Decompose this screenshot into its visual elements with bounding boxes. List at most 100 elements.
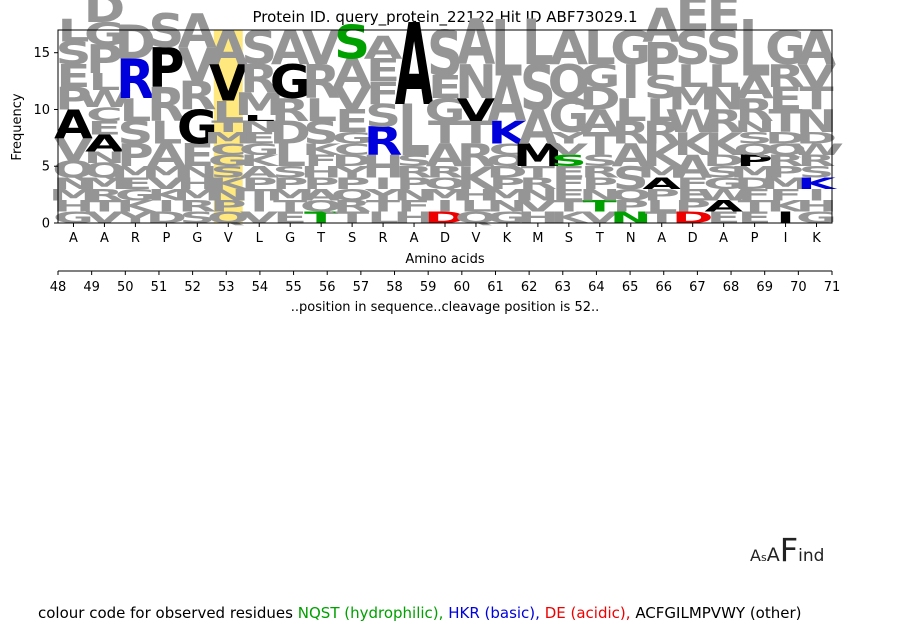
logo-letter: E bbox=[676, 0, 710, 42]
logo-letter: I bbox=[621, 56, 640, 110]
logo-letter: V bbox=[178, 39, 217, 93]
logo-letter: G bbox=[84, 16, 125, 53]
logo-letter: S bbox=[520, 53, 556, 125]
x-tick-label: D bbox=[440, 231, 450, 246]
logo-letter: E bbox=[335, 103, 369, 140]
logo-letter: A bbox=[426, 137, 465, 174]
x-tick-label: A bbox=[69, 231, 78, 246]
logo-letter: G bbox=[425, 92, 466, 129]
logo-letter: T bbox=[428, 114, 463, 151]
logo-letter: A bbox=[642, 175, 681, 193]
logo-letter: S bbox=[272, 163, 308, 181]
logo-letter: D bbox=[672, 209, 713, 227]
x-tick-label: A bbox=[657, 231, 666, 246]
logo-letter: S bbox=[644, 69, 680, 106]
logo-letter: L bbox=[150, 114, 182, 151]
logo-part-2: s bbox=[760, 551, 767, 564]
colour-code-legend: colour code for observed residues NQST (… bbox=[38, 604, 802, 622]
logo-letter: T bbox=[738, 197, 773, 215]
logo-letter: S bbox=[427, 19, 463, 91]
logo-letter: K bbox=[209, 175, 250, 193]
logo-letter: A bbox=[457, 8, 496, 80]
logo-letter: F bbox=[769, 186, 803, 204]
logo-letter: N bbox=[84, 149, 126, 167]
logo-letter: L bbox=[212, 95, 244, 128]
logo-letter: T bbox=[211, 118, 246, 136]
logo-letter: L bbox=[708, 58, 740, 95]
logo-letter: N bbox=[486, 197, 528, 215]
logo-letter: S bbox=[675, 22, 711, 76]
x-tick-label: A bbox=[410, 231, 419, 246]
logo-letter: A bbox=[550, 22, 589, 76]
x-tick-label: T bbox=[595, 231, 604, 246]
logo-letter: A bbox=[488, 65, 527, 137]
position-tick-label: 65 bbox=[622, 280, 639, 295]
y-tick-label: 15 bbox=[33, 46, 50, 61]
logo-letter: T bbox=[273, 197, 308, 215]
logo-letter: F bbox=[304, 152, 338, 170]
logo-letter: A bbox=[178, 5, 217, 59]
position-tick-label: 64 bbox=[588, 280, 605, 295]
logo-letter: P bbox=[148, 38, 185, 101]
logo-letter: W bbox=[696, 186, 751, 204]
logo-letter: R bbox=[395, 163, 433, 181]
logo-letter: A bbox=[302, 186, 341, 204]
logo-letter: G bbox=[765, 22, 806, 76]
logo-letter: G bbox=[239, 141, 280, 159]
logo-letter: V bbox=[54, 131, 93, 168]
x-tick-label: D bbox=[688, 231, 698, 246]
position-tick-label: 51 bbox=[151, 280, 168, 295]
logo-letter: V bbox=[457, 92, 496, 129]
logo-letter: F bbox=[676, 175, 710, 193]
logo-letter: A bbox=[209, 22, 248, 76]
logo-letter: S bbox=[551, 152, 587, 170]
logo-letter: H bbox=[53, 197, 95, 215]
logo-letter: R bbox=[426, 163, 464, 181]
logo-letter: L bbox=[89, 69, 121, 96]
logo-part-4: F bbox=[779, 531, 799, 569]
x-tick-label: T bbox=[316, 231, 325, 246]
logo-letter: E bbox=[242, 129, 276, 147]
logo-letter: P bbox=[643, 33, 680, 87]
logo-letter: Q bbox=[331, 186, 373, 204]
logo-letter: W bbox=[77, 86, 132, 113]
logo-letter: L bbox=[739, 4, 771, 94]
logo-letter: E bbox=[273, 209, 307, 227]
logo-letter: F bbox=[397, 197, 431, 215]
logo-letter: L bbox=[367, 209, 399, 227]
logo-letter: V bbox=[209, 54, 248, 112]
logo-letter: S bbox=[737, 129, 773, 147]
logo-letter: R bbox=[178, 73, 216, 119]
logo-letter: I bbox=[374, 175, 393, 193]
logo-letter: M bbox=[80, 175, 130, 193]
logo-letter: P bbox=[767, 163, 804, 181]
logo-letter: G bbox=[548, 90, 589, 144]
logo-letter: D bbox=[796, 129, 837, 147]
logo-letter: D bbox=[703, 152, 744, 170]
logo-letter: M bbox=[203, 129, 253, 147]
logo-letter: H bbox=[517, 209, 559, 227]
legend-prefix: colour code for observed residues bbox=[38, 604, 293, 622]
logo-letter: D bbox=[579, 80, 620, 117]
logo-letter: D bbox=[734, 175, 775, 193]
logo-letter: E bbox=[180, 137, 214, 174]
x-tick-label: R bbox=[379, 231, 388, 246]
logo-letter: D bbox=[146, 209, 187, 227]
logo-letter: V bbox=[550, 141, 589, 159]
chart-title: Protein ID. query_protein_22122 Hit ID A… bbox=[252, 8, 637, 27]
logo-letter: N bbox=[393, 186, 435, 204]
logo-letter: N bbox=[734, 118, 776, 136]
logo-letter: S bbox=[303, 114, 339, 151]
logo-letter: S bbox=[582, 152, 618, 170]
logo-letter: L bbox=[398, 92, 430, 173]
logo-letter: L bbox=[58, 12, 90, 49]
logo-letter: A bbox=[704, 197, 743, 215]
logo-letter: G bbox=[796, 209, 837, 227]
logo-letter: Q bbox=[610, 186, 652, 204]
logo-letter: M bbox=[668, 80, 718, 117]
logo-letter: D bbox=[269, 114, 310, 151]
logo-letter: L bbox=[274, 137, 306, 174]
logo-letter: A bbox=[147, 137, 186, 174]
logo-letter: A bbox=[519, 101, 558, 155]
logo-letter: P bbox=[643, 186, 680, 204]
